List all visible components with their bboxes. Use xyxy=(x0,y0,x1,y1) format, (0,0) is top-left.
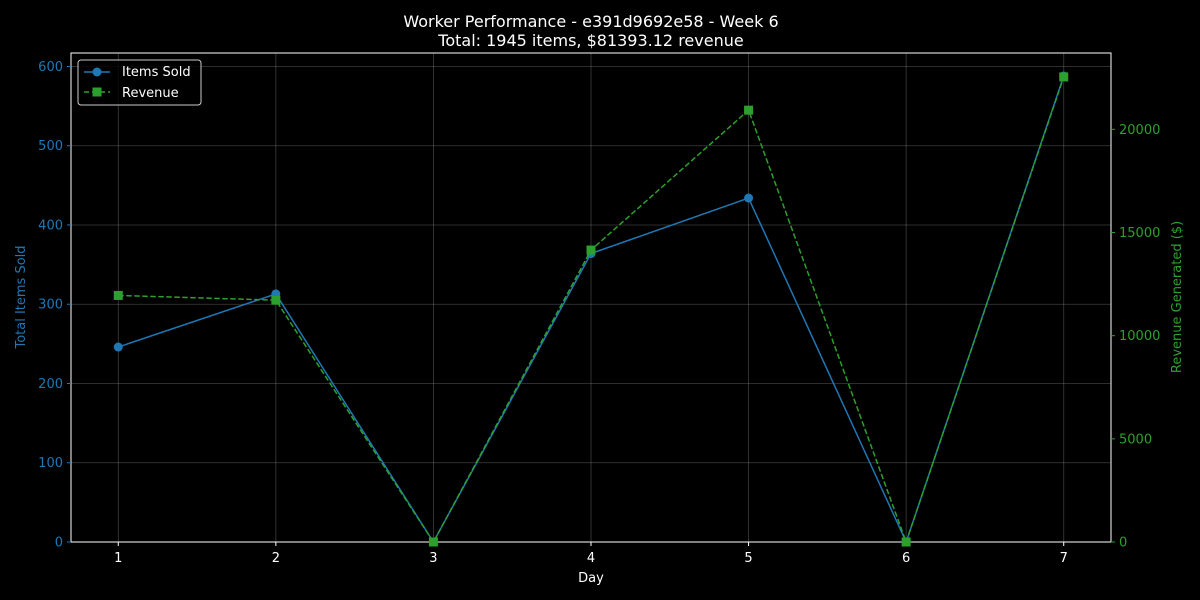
y-left-tick-label: 600 xyxy=(38,60,63,75)
x-tick-label: 6 xyxy=(902,551,910,566)
chart-title: Worker Performance - e391d9692e58 - Week… xyxy=(403,12,778,31)
x-tick-label: 4 xyxy=(587,551,595,566)
ticks: 1 2 3 4 5 6 7 0 100 200 300 400 500 600 0 5000 10000 1500… xyxy=(38,60,1160,566)
x-axis-label: Day xyxy=(578,571,604,586)
y-left-tick-label: 500 xyxy=(38,139,63,154)
y-left-tick-label: 200 xyxy=(38,377,63,392)
x-tick-label: 1 xyxy=(114,551,122,566)
y-right-tick-label: 5000 xyxy=(1119,432,1152,447)
legend-marker-items-sold xyxy=(92,67,102,77)
y-right-tick-label: 20000 xyxy=(1119,123,1160,138)
data-point-revenue xyxy=(428,537,438,547)
x-tick-label: 7 xyxy=(1060,551,1068,566)
legend-label-revenue: Revenue xyxy=(122,86,179,101)
y-right-tick-label: 15000 xyxy=(1119,226,1160,241)
y-left-tick-label: 0 xyxy=(55,536,63,551)
grid xyxy=(71,53,1111,543)
legend-label-items-sold: Items Sold xyxy=(122,65,191,80)
x-tick-label: 5 xyxy=(744,551,752,566)
y-left-tick-label: 100 xyxy=(38,456,63,471)
y-axis-label-right: Revenue Generated ($) xyxy=(1170,221,1185,373)
series xyxy=(113,71,1069,547)
chart-subtitle: Total: 1945 items, $81393.12 revenue xyxy=(437,31,743,50)
y-axis-label-left: Total Items Sold xyxy=(14,245,29,349)
data-point-items-sold xyxy=(744,193,754,203)
data-point-revenue xyxy=(271,295,281,305)
y-right-tick-label: 0 xyxy=(1119,536,1127,551)
y-left-tick-label: 400 xyxy=(38,218,63,233)
legend-marker-revenue xyxy=(92,87,102,97)
legend: Items Sold Revenue xyxy=(77,59,202,106)
data-point-revenue xyxy=(744,105,754,115)
data-point-revenue xyxy=(113,290,123,300)
data-point-revenue xyxy=(1059,72,1069,82)
x-tick-label: 3 xyxy=(429,551,437,566)
data-point-items-sold xyxy=(113,342,123,352)
y-right-tick-label: 10000 xyxy=(1119,329,1160,344)
data-point-revenue xyxy=(901,537,911,547)
legend-entry-items-sold: Items Sold xyxy=(84,65,191,80)
legend-entry-revenue: Revenue xyxy=(84,86,179,101)
y-left-tick-label: 300 xyxy=(38,298,63,313)
x-tick-label: 2 xyxy=(272,551,280,566)
data-point-revenue xyxy=(586,245,596,255)
